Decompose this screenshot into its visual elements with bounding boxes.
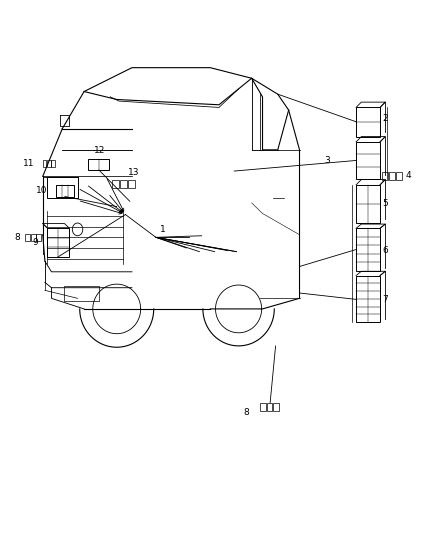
Bar [356,108,380,136]
Bar [356,142,380,179]
Text: 4: 4 [405,171,411,180]
Bar [43,160,46,167]
Text: 9: 9 [33,238,39,247]
Text: 2: 2 [382,114,388,123]
Bar [47,177,78,198]
Bar [51,160,55,167]
Bar [56,185,74,197]
Bar [260,403,266,411]
Bar [25,233,30,241]
Bar [113,180,119,188]
Text: 13: 13 [128,168,140,177]
Bar [356,185,380,223]
Text: 5: 5 [382,199,388,208]
Bar [273,403,279,411]
Text: 7: 7 [382,295,388,304]
Bar [120,180,127,188]
Text: 10: 10 [35,186,47,195]
Bar [267,403,272,411]
Bar [128,180,135,188]
Bar [47,228,69,257]
Bar [88,159,110,170]
Bar [356,228,380,271]
Bar [47,160,51,167]
Text: 1: 1 [160,225,166,234]
Bar [382,172,388,180]
Bar [389,172,395,180]
Bar [356,276,380,322]
Text: 8: 8 [14,233,20,242]
Bar [396,172,402,180]
Bar [31,233,35,241]
Text: 12: 12 [94,146,105,155]
Bar [36,233,41,241]
Bar [64,286,99,301]
Text: 8: 8 [244,408,250,417]
Text: 6: 6 [382,246,388,255]
Text: 11: 11 [22,159,34,167]
Text: 3: 3 [324,156,330,165]
